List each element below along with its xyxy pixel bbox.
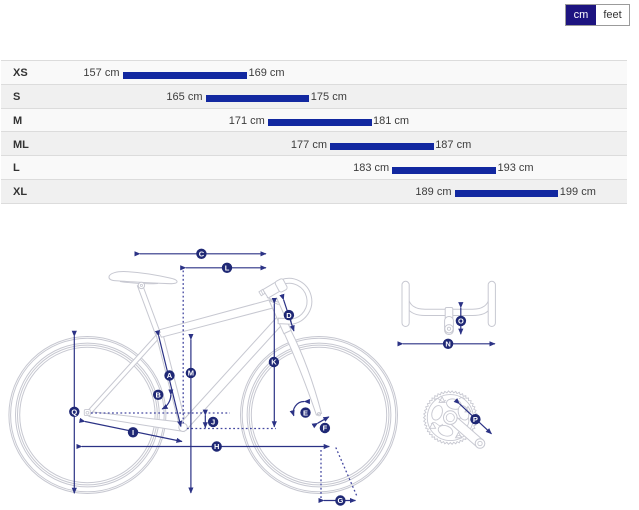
svg-text:A: A xyxy=(167,371,173,380)
svg-text:H: H xyxy=(214,442,219,451)
svg-text:K: K xyxy=(271,358,277,367)
svg-text:L: L xyxy=(225,264,230,273)
svg-text:G: G xyxy=(337,496,343,505)
svg-text:C: C xyxy=(199,250,205,259)
svg-text:F: F xyxy=(323,424,328,433)
svg-text:B: B xyxy=(155,391,161,400)
svg-text:M: M xyxy=(188,369,194,378)
svg-text:N: N xyxy=(445,340,450,349)
svg-text:I: I xyxy=(132,428,134,437)
svg-text:Q: Q xyxy=(71,408,77,417)
svg-text:J: J xyxy=(211,418,215,427)
svg-text:P: P xyxy=(473,415,478,424)
svg-text:O: O xyxy=(458,317,464,326)
svg-text:E: E xyxy=(303,408,308,417)
svg-text:D: D xyxy=(286,311,292,320)
